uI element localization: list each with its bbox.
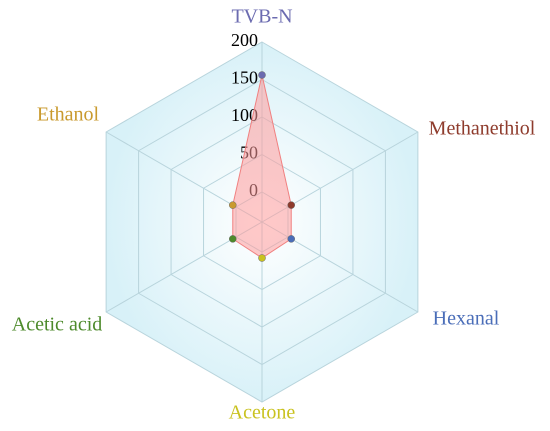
radar: 050100150200TVB-NMethanethiolHexanalAcet… [12,6,536,424]
data-point [229,235,237,243]
data-point [258,71,266,79]
tick-label: 150 [231,68,258,88]
data-point [258,254,266,262]
category-label: Acetic acid [12,314,103,336]
tick-label: 100 [231,105,258,125]
category-label: Ethanol [37,104,100,126]
category-label: Hexanal [433,308,500,330]
tick-label: 200 [231,30,258,50]
category-label: Acetone [229,402,296,424]
data-point [287,201,295,209]
category-label: TVB-N [231,6,292,28]
data-point [287,235,295,243]
data-point [229,201,237,209]
category-label: Methanethiol [429,118,536,140]
